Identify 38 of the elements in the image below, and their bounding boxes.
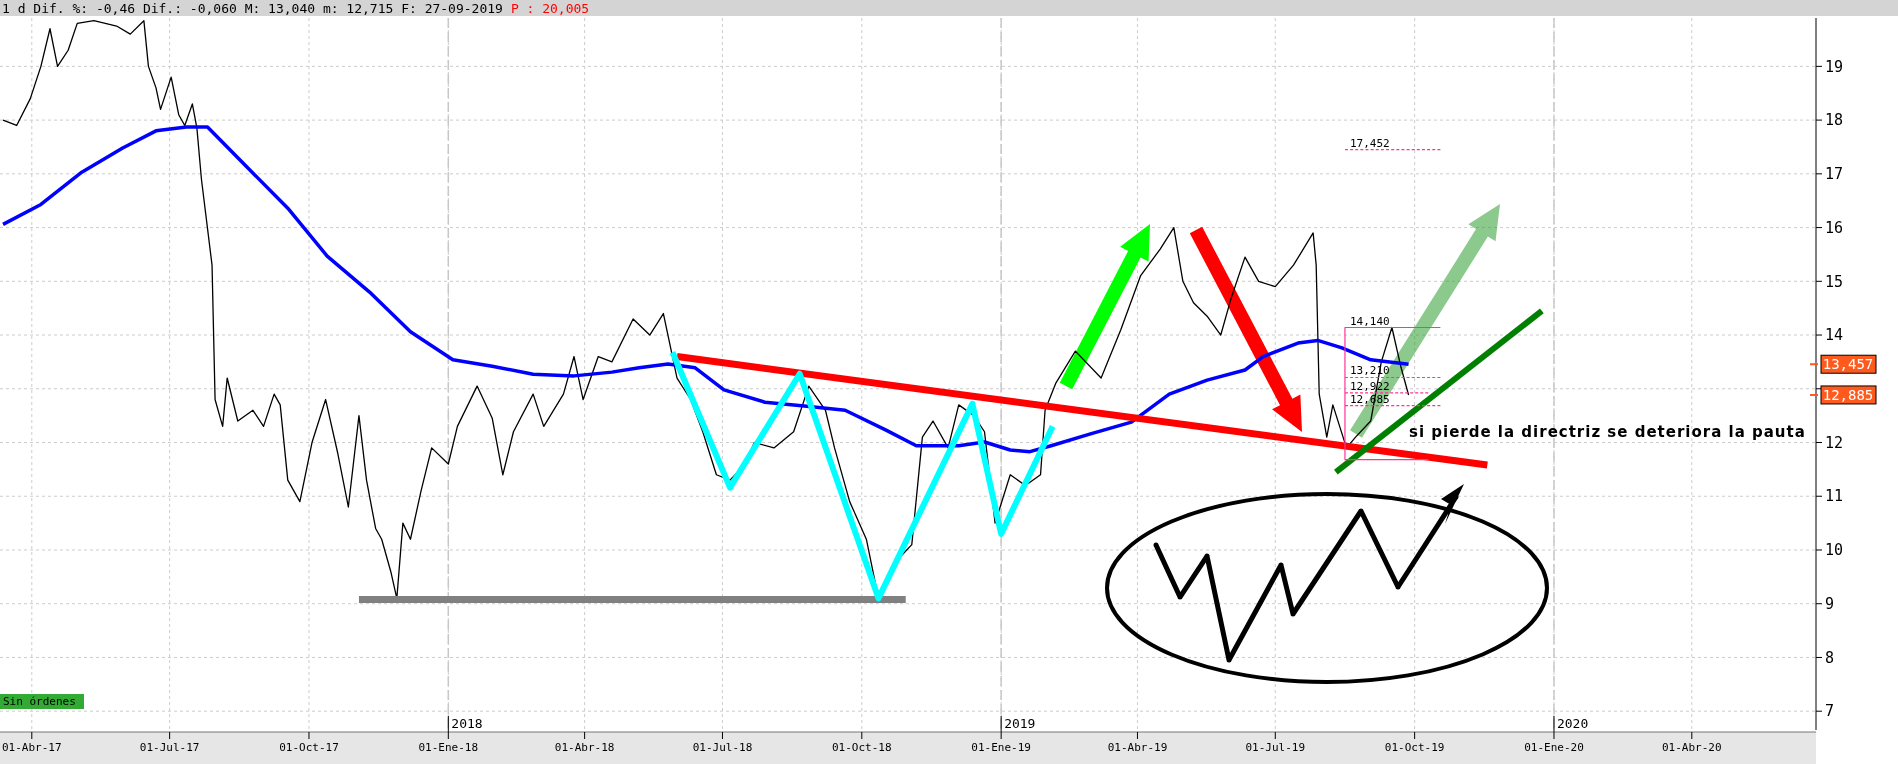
- y-tick-label: 18: [1825, 111, 1844, 130]
- annotation: 17,452: [1349, 136, 1390, 150]
- y-tick-label: 8: [1825, 648, 1835, 667]
- y-tick-label: 14: [1825, 326, 1844, 345]
- y-tick-label: 11: [1825, 487, 1844, 506]
- annotation: 2019: [1004, 716, 1036, 731]
- y-tick-label: 10: [1825, 541, 1844, 560]
- chart-title: 1 d Dif. %: -0,46 Dif.: -0,060 M: 13,040 m: 12,715 F: 27-09-2019: [2, 1, 503, 16]
- y-tick-label: 15: [1825, 272, 1844, 291]
- ref-line-label: 13,457: [1822, 356, 1874, 373]
- y-tick-label: 7: [1825, 702, 1835, 721]
- x-tick-label: 01-Jul-18: [692, 741, 753, 754]
- y-tick-label: 17: [1825, 165, 1844, 184]
- x-tick-label: 01-Abr-18: [554, 741, 615, 754]
- line-series: [2, 20, 1410, 599]
- x-tick-label: 01-Abr-19: [1107, 741, 1168, 754]
- x-tick-label: 01-Ene-18: [418, 741, 479, 754]
- x-tick-label: 01-Jul-19: [1245, 741, 1306, 754]
- x-tick-label: 01-Jul-17: [139, 741, 200, 754]
- annotation: 2020: [1556, 716, 1589, 731]
- x-tick-label: 01-Abr-20: [1662, 741, 1722, 754]
- y-tick-label: 12: [1825, 433, 1844, 452]
- annotation: 14,140: [1349, 314, 1390, 328]
- y-tick-label: 9: [1825, 594, 1835, 613]
- x-tick-label: 01-Oct-17: [279, 741, 339, 754]
- annotation: 2018: [451, 716, 483, 731]
- y-tick-label: 16: [1825, 218, 1844, 237]
- x-tick-label: 01-Abr-17: [2, 741, 62, 754]
- y-tick-label: 19: [1825, 57, 1844, 76]
- annotation: Sin órdenes: [3, 695, 76, 708]
- x-tick-label: 01-Ene-19: [971, 741, 1031, 754]
- x-tick-label: 01-Oct-18: [832, 741, 892, 754]
- line-series: [1, 125, 1411, 454]
- x-tick-label: 01-Oct-19: [1384, 741, 1445, 754]
- annotation: si pierde la directriz se deteriora la pauta: [1409, 423, 1806, 441]
- x-tick-label: 01-Ene-20: [1524, 741, 1584, 754]
- ref-line-label: 12,885: [1822, 386, 1874, 403]
- chart-subtitle: P : 20,005: [510, 1, 590, 16]
